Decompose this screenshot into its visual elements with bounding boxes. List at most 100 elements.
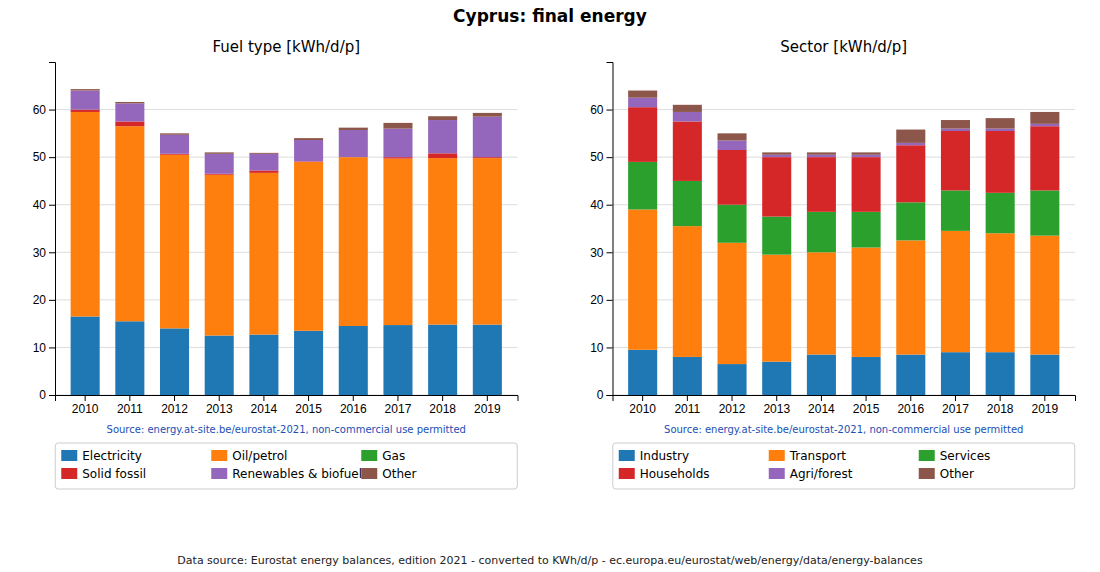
legend-item: Other — [919, 467, 974, 481]
bar — [718, 133, 747, 140]
bar — [249, 154, 278, 171]
bar — [896, 130, 925, 143]
tick-label: 2016 — [340, 402, 367, 416]
legend-item: Gas — [361, 449, 405, 463]
bar — [428, 120, 457, 153]
chart-title: Sector [kWh/d/p] — [780, 38, 907, 56]
legend-swatch — [919, 450, 935, 461]
axis-line — [607, 63, 614, 396]
axis-line — [613, 396, 1076, 402]
bar — [249, 170, 278, 172]
series — [628, 98, 1059, 157]
tick: 2014 — [808, 395, 835, 416]
tick-mark — [49, 347, 55, 348]
legend-item: Services — [919, 449, 991, 463]
bar — [673, 112, 702, 122]
bar — [205, 175, 234, 336]
legend-label: Electricity — [82, 449, 142, 463]
tick-mark — [687, 395, 688, 401]
bar — [71, 89, 100, 90]
bar — [941, 190, 970, 230]
bar — [941, 129, 970, 131]
bar — [71, 112, 100, 317]
series — [71, 112, 502, 336]
bar — [71, 91, 100, 110]
bar — [339, 128, 368, 130]
legend-label: Transport — [789, 449, 847, 463]
bar — [115, 103, 144, 121]
bar — [941, 120, 970, 129]
legend-item: Agri/forest — [769, 467, 853, 481]
bar — [628, 209, 657, 349]
legend-swatch — [619, 450, 635, 461]
bar — [249, 152, 278, 154]
tick: 0 — [39, 388, 55, 402]
bar — [986, 131, 1015, 193]
bar — [473, 113, 502, 117]
legend-item: Renewables & biofuel — [211, 467, 362, 481]
x-axis: 2010201120122013201420152016201720182019 — [56, 395, 519, 416]
tick-mark — [866, 395, 867, 401]
bar — [852, 157, 881, 212]
bar — [339, 157, 368, 326]
bar — [473, 117, 502, 157]
bar — [986, 352, 1015, 395]
bar — [294, 161, 323, 162]
tick-label: 2015 — [853, 402, 880, 416]
legend-swatch — [769, 450, 785, 461]
figure: Cyprus: final energyData source: Eurosta… — [0, 0, 1100, 572]
grid — [613, 110, 1076, 395]
tick-label: 2016 — [897, 402, 924, 416]
tick: 2019 — [474, 395, 501, 416]
tick-mark — [776, 395, 777, 401]
bar — [807, 212, 836, 252]
tick-mark — [607, 205, 613, 206]
tick-mark — [607, 347, 613, 348]
tick-label: 40 — [33, 198, 47, 212]
tick-label: 2015 — [295, 402, 322, 416]
tick-mark — [49, 252, 55, 253]
bar — [852, 155, 881, 157]
legend: ElectricityOil/petrolGasSolid fossilRene… — [55, 443, 517, 489]
tick: 2018 — [429, 395, 456, 416]
bar — [160, 154, 189, 155]
tick-label: 2010 — [72, 402, 99, 416]
tick-mark — [353, 395, 354, 401]
bar — [71, 110, 100, 112]
tick: 2018 — [987, 395, 1014, 416]
tick: 2012 — [719, 395, 746, 416]
bar — [896, 202, 925, 240]
tick-mark — [442, 395, 443, 401]
bar — [941, 131, 970, 190]
bar — [294, 162, 323, 331]
grid — [55, 110, 518, 395]
tick: 2016 — [897, 395, 924, 416]
bar — [941, 352, 970, 395]
bar — [852, 212, 881, 248]
bar — [718, 243, 747, 364]
bar — [762, 157, 791, 216]
tick: 2011 — [117, 395, 143, 416]
legend-swatch — [619, 468, 635, 479]
tick-mark — [263, 395, 264, 401]
y-axis: 0102030405060 — [590, 63, 613, 403]
legend-swatch — [361, 450, 377, 461]
bar — [115, 126, 144, 321]
bar — [718, 205, 747, 243]
legend-swatch — [61, 468, 77, 479]
bar — [986, 233, 1015, 352]
tick-mark — [49, 157, 55, 158]
tick-label: 60 — [590, 103, 604, 117]
tick-label: 2010 — [629, 402, 656, 416]
bar — [628, 91, 657, 98]
tick-label: 2017 — [942, 402, 969, 416]
tick-mark — [955, 395, 956, 401]
tick-mark — [607, 110, 613, 111]
bar — [1030, 112, 1059, 124]
bar — [115, 102, 144, 103]
bar — [762, 255, 791, 362]
tick-mark — [821, 395, 822, 401]
tick-label: 2012 — [719, 402, 746, 416]
chart-title: Fuel type [kWh/d/p] — [212, 38, 360, 56]
tick: 50 — [33, 150, 55, 164]
